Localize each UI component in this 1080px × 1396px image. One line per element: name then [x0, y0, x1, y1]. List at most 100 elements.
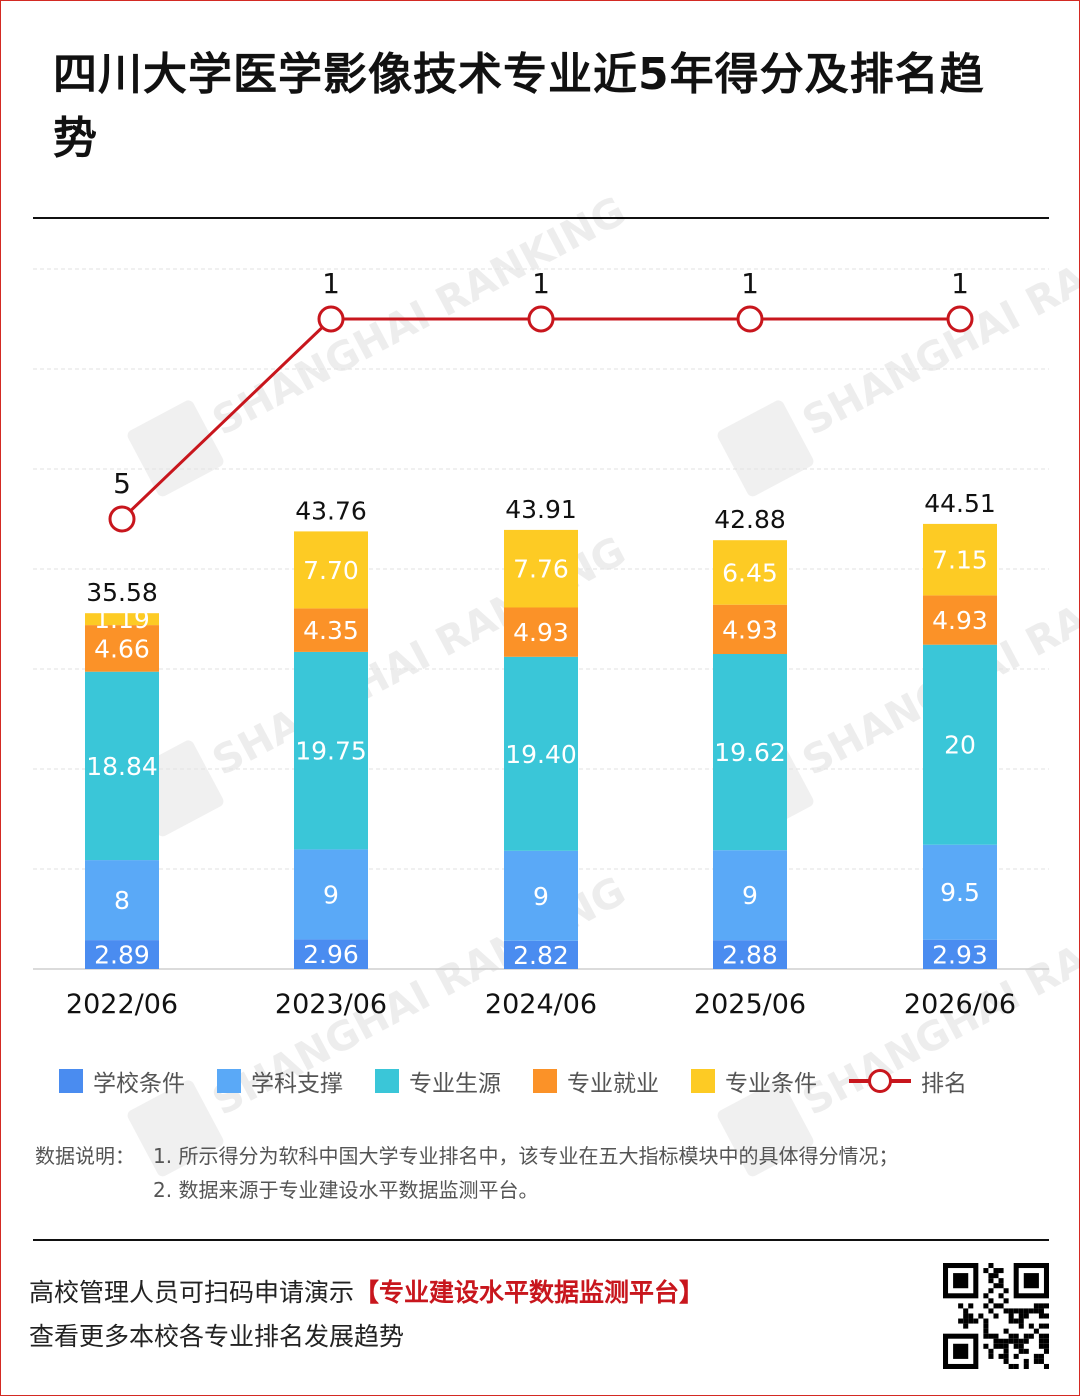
- bar-segment: [85, 671, 159, 861]
- legend-item-discipline-support: 学科支撑: [217, 1064, 343, 1098]
- bar-value-label: 4.93: [513, 618, 569, 647]
- bar-value-label: 2.96: [303, 940, 359, 969]
- legend-label: 专业生源: [409, 1071, 501, 1097]
- footer-text: 高校管理人员可扫码申请演示【专业建设水平数据监测平台】 查看更多本校各专业排名发…: [29, 1271, 704, 1359]
- rank-line: [120, 317, 960, 521]
- bar-total-label: 43.91: [505, 495, 577, 524]
- footer-line1-prefix: 高校管理人员可扫码申请演示: [29, 1278, 355, 1307]
- bar-segment: [504, 529, 578, 608]
- bar-segment: [713, 850, 787, 941]
- legend-label: 学科支撑: [251, 1071, 343, 1097]
- bar-segment: [504, 940, 578, 969]
- title-divider: [33, 217, 1049, 219]
- bar-total-label: 35.58: [86, 578, 158, 607]
- bar-segment: [713, 940, 787, 969]
- bar-segment: [923, 644, 997, 845]
- legend-swatch: [217, 1069, 241, 1093]
- bar-segment: [713, 540, 787, 605]
- bar-segment: [504, 607, 578, 657]
- bar-value-label: 9: [533, 882, 549, 911]
- legend-item-school-conditions: 学校条件: [59, 1064, 185, 1098]
- bar-segment: [713, 654, 787, 851]
- bar-segment: [294, 531, 368, 609]
- bar-value-label: 6.45: [722, 558, 778, 587]
- bar-segment: [294, 849, 368, 940]
- bar-value-label: 8: [114, 886, 130, 915]
- rank-label: 1: [741, 267, 759, 300]
- bar-value-label: 4.35: [303, 616, 359, 645]
- legend-swatch: [533, 1069, 557, 1093]
- x-tick-label: 2025/06: [694, 989, 806, 1020]
- bar-segment: [85, 860, 159, 941]
- qr-code-icon[interactable]: [943, 1263, 1049, 1369]
- note-item: 1. 所示得分为软科中国大学专业排名中，该专业在五大指标模块中的具体得分情况；: [153, 1144, 899, 1168]
- rank-label: 1: [951, 267, 969, 300]
- bar-segment: [923, 844, 997, 940]
- bar-segment: [504, 850, 578, 941]
- legend-label: 专业条件: [725, 1071, 817, 1097]
- bar-value-label: 9.5: [940, 878, 980, 907]
- bar-segment: [294, 651, 368, 850]
- bar-value-label: 2.89: [94, 941, 150, 970]
- chart-legend: 学校条件 学科支撑 专业生源 专业就业 专业条件 排名: [59, 1061, 967, 1101]
- legend-label: 专业就业: [567, 1071, 659, 1097]
- bar-value-label: 9: [323, 880, 339, 909]
- legend-swatch: [691, 1069, 715, 1093]
- data-notes: 数据说明： 1. 所示得分为软科中国大学专业排名中，该专业在五大指标模块中的具体…: [35, 1139, 898, 1207]
- bar-value-label: 18.84: [86, 752, 158, 781]
- note-item: 2. 数据来源于专业建设水平数据监测平台。: [153, 1178, 539, 1202]
- footer-line2: 查看更多本校各专业排名发展趋势: [29, 1322, 405, 1351]
- bar-segment: [923, 523, 997, 596]
- bar-value-label: 19.40: [505, 740, 577, 769]
- footer-platform-highlight: 【专业建设水平数据监测平台】: [354, 1278, 705, 1307]
- legend-item-student-source: 专业生源: [375, 1064, 501, 1098]
- bar-total-label: 43.76: [295, 496, 367, 525]
- bar-value-label: 2.93: [932, 940, 988, 969]
- bar-segment: [923, 595, 997, 645]
- rank-point: [527, 305, 555, 333]
- notes-label: 数据说明：: [35, 1144, 135, 1168]
- bar-value-label: 4.93: [722, 615, 778, 644]
- legend-item-employment: 专业就业: [533, 1064, 659, 1098]
- bar-segment: [294, 608, 368, 652]
- bar-segment: [504, 656, 578, 851]
- rank-label: 1: [532, 267, 550, 300]
- x-tick-label: 2023/06: [275, 989, 387, 1020]
- legend-item-rank: 排名: [849, 1064, 967, 1098]
- bar-value-label: 19.62: [714, 738, 786, 767]
- x-tick-label: 2024/06: [485, 989, 597, 1020]
- page-title: 四川大学医学影像技术专业近5年得分及排名趋势: [53, 49, 985, 164]
- bar-value-label: 1.19: [94, 605, 150, 634]
- legend-label: 排名: [921, 1071, 967, 1097]
- rank-label: 5: [113, 467, 131, 500]
- bar-segment: [85, 613, 159, 626]
- bar-segment: [85, 940, 159, 969]
- rank-point: [317, 305, 345, 333]
- bar-value-label: 19.75: [295, 737, 367, 766]
- legend-line-marker-icon: [849, 1069, 911, 1093]
- rank-label: 1: [322, 267, 340, 300]
- bar-value-label: 20: [944, 731, 976, 760]
- bar-value-label: 4.93: [932, 606, 988, 635]
- bar-total-label: 44.51: [924, 489, 996, 518]
- bar-segment: [294, 939, 368, 969]
- legend-label: 学校条件: [93, 1071, 185, 1097]
- bar-segment: [923, 939, 997, 969]
- x-tick-label: 2026/06: [904, 989, 1016, 1020]
- legend-item-program-conditions: 专业条件: [691, 1064, 817, 1098]
- bar-value-label: 4.66: [94, 634, 150, 663]
- bar-value-label: 7.76: [513, 555, 569, 584]
- x-tick-label: 2022/06: [66, 989, 178, 1020]
- rank-point: [736, 305, 764, 333]
- legend-swatch: [59, 1069, 83, 1093]
- bar-value-label: 7.70: [303, 556, 359, 585]
- footer-divider: [33, 1239, 1049, 1241]
- rank-point: [946, 305, 974, 333]
- bar-value-label: 2.88: [722, 941, 778, 970]
- bar-value-label: 9: [742, 881, 758, 910]
- legend-swatch: [375, 1069, 399, 1093]
- bar-segment: [85, 625, 159, 672]
- bar-segment: [713, 604, 787, 654]
